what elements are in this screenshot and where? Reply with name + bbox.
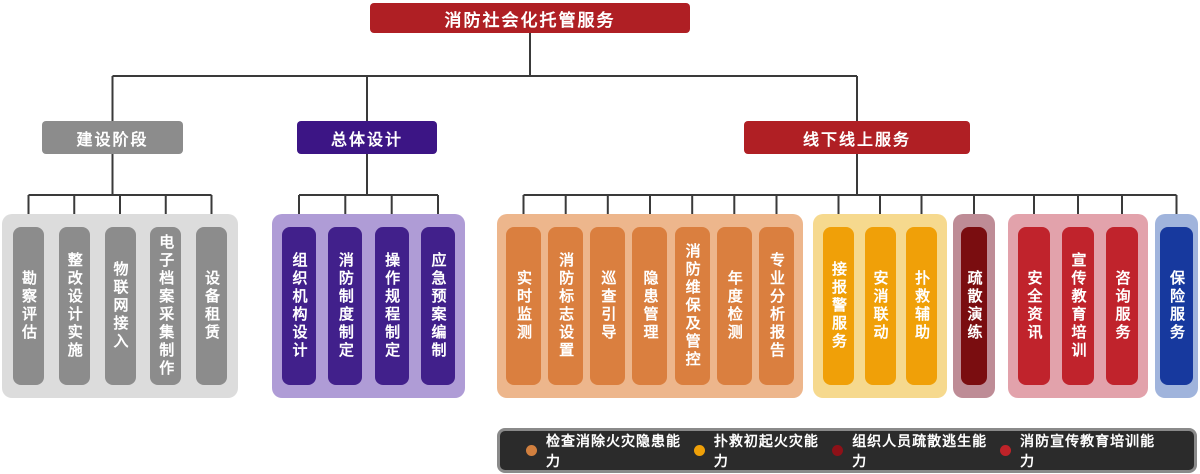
- tree-node: 保险服务: [1160, 227, 1193, 385]
- tree-node: 消防维保及管控: [674, 227, 710, 385]
- tree-node: 勘察评估: [13, 227, 44, 385]
- legend-label: 扑救初起火灾能力: [713, 432, 819, 469]
- hazard-inspection-group: 实时监测 消防标志设置 巡查引导 隐患管理 消防维保及管控 年度检测 专业分析报…: [497, 214, 803, 398]
- tree-node: 年度检测: [716, 227, 752, 385]
- legend-item: 检查消除火灾隐患能力: [526, 431, 694, 471]
- tree-node: 电子档案采集制作: [150, 227, 182, 385]
- legend-label: 消防宣传教育培训能力: [1020, 432, 1156, 469]
- legend-item: 扑救初起火灾能力: [693, 431, 832, 471]
- legend-dot-icon: [832, 445, 844, 456]
- evacuation-group: 疏散演练: [953, 214, 995, 398]
- tree-node: 物联网接入: [104, 227, 136, 385]
- legend-bar: 检查消除火灾隐患能力 扑救初起火灾能力 组织人员疏散逃生能力 消防宣传教育培训能…: [497, 428, 1197, 473]
- construction-group: 勘察评估 整改设计实施 物联网接入 电子档案采集制作 设备租赁: [2, 214, 238, 398]
- branch-construction-node: 建设阶段: [42, 121, 183, 154]
- tree-node: 消防制度制定: [328, 227, 363, 385]
- legend-item: 消防宣传教育培训能力: [1000, 431, 1168, 471]
- legend-dot-icon: [526, 445, 537, 456]
- legend-label: 检查消除火灾隐患能力: [546, 432, 681, 469]
- insurance-group: 保险服务: [1155, 214, 1198, 398]
- branch-service-node: 线下线上服务: [744, 121, 970, 154]
- fire-fighting-group: 接报警服务 安消联动 扑救辅助: [813, 214, 947, 398]
- tree-node: 专业分析报告: [758, 227, 794, 385]
- tree-node: 应急预案编制: [420, 227, 455, 385]
- tree-node: 疏散演练: [961, 227, 987, 385]
- tree-node: 操作规程制定: [374, 227, 409, 385]
- tree-node: 消防标志设置: [548, 227, 584, 385]
- legend-dot-icon: [1000, 445, 1012, 456]
- design-group: 组织机构设计 消防制度制定 操作规程制定 应急预案编制: [272, 214, 465, 398]
- root-node: 消防社会化托管服务: [370, 3, 690, 33]
- tree-node: 隐患管理: [632, 227, 668, 385]
- tree-node: 组织机构设计: [282, 227, 316, 385]
- tree-node: 宣传教育培训: [1062, 227, 1094, 385]
- tree-node: 安消联动: [864, 227, 896, 385]
- tree-node: 巡查引导: [590, 227, 626, 385]
- tree-node: 整改设计实施: [58, 227, 90, 385]
- tree-node: 实时监测: [506, 227, 541, 385]
- tree-node: 接报警服务: [823, 227, 854, 385]
- tree-node: 咨询服务: [1106, 227, 1138, 385]
- tree-node: 设备租赁: [196, 227, 227, 385]
- tree-node: 安全资讯: [1018, 227, 1050, 385]
- publicity-group: 安全资讯 宣传教育培训 咨询服务: [1008, 214, 1148, 398]
- branch-design-node: 总体设计: [297, 121, 437, 154]
- legend-label: 组织人员疏散逃生能力: [852, 432, 988, 469]
- legend-dot-icon: [693, 445, 705, 456]
- tree-node: 扑救辅助: [906, 227, 937, 385]
- legend-item: 组织人员疏散逃生能力: [832, 431, 1000, 471]
